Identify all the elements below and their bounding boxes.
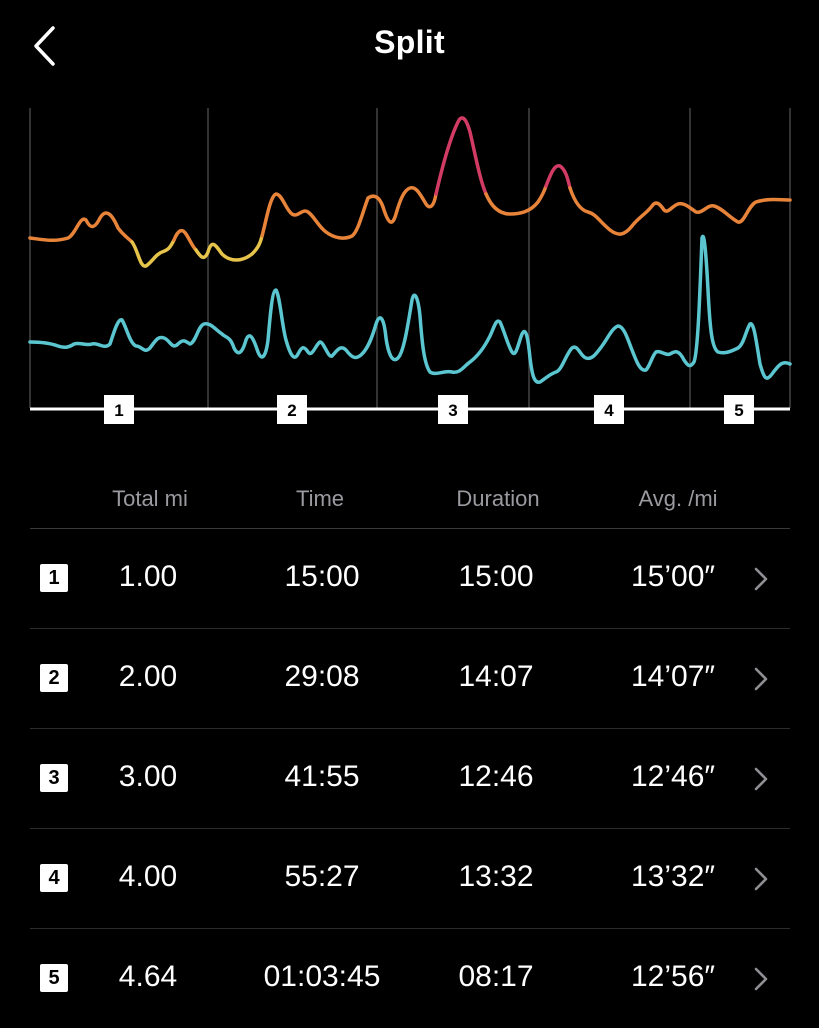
chevron-right-icon [754, 567, 768, 591]
lap-badge: 2 [40, 664, 68, 692]
header-avg-pace: Avg. /mi [638, 486, 718, 511]
split-row-5[interactable]: 5 4.64 01:03:45 08:17 12’56″ [30, 929, 790, 1028]
pace-segment-orange-d [484, 184, 548, 216]
lap-marker-4: 4 [594, 395, 624, 424]
splits-table-header: Total mi Time Duration Avg. /mi [30, 478, 790, 529]
split-duration: 15:00 [458, 560, 534, 593]
chevron-right-icon [754, 967, 768, 991]
split-row-4[interactable]: 4 4.00 55:27 13:32 13’32″ [30, 829, 790, 929]
lap-marker-1-label: 1 [114, 401, 123, 420]
splits-table: 1 1.00 15:00 15:00 15’00″ 2 2.00 29:08 1… [30, 529, 790, 1028]
pace-segment-orange-c [260, 185, 438, 240]
lap-marker-1: 1 [104, 395, 134, 424]
split-duration: 08:17 [458, 960, 534, 993]
page-title: Split [374, 24, 445, 60]
split-row-3[interactable]: 3 3.00 41:55 12:46 12’46″ [30, 729, 790, 829]
avg-pace: 12’56″ [630, 960, 716, 993]
pace-line [28, 116, 792, 268]
heart-rate-line [28, 234, 792, 384]
lap-marker-3-label: 3 [448, 401, 457, 420]
elapsed-time: 41:55 [284, 760, 360, 793]
lap-marker-2: 2 [277, 395, 307, 424]
chevron-right-icon [754, 867, 768, 891]
lap-marker-5-label: 5 [734, 401, 743, 420]
lap-badge: 1 [40, 564, 68, 592]
total-distance: 2.00 [118, 660, 178, 693]
elapsed-time: 15:00 [284, 560, 360, 593]
header-total-mi: Total mi [112, 486, 188, 511]
avg-pace: 14’07″ [630, 660, 716, 693]
split-row-1[interactable]: 1 1.00 15:00 15:00 15’00″ [30, 529, 790, 629]
back-button[interactable] [22, 20, 66, 72]
lap-marker-3: 3 [438, 395, 468, 424]
elapsed-time: 01:03:45 [263, 960, 381, 993]
pace-segment-orange-e [568, 186, 792, 236]
avg-pace: 15’00″ [630, 560, 716, 593]
lap-markers: 1 2 3 4 5 [104, 395, 754, 424]
header-time: Time [295, 486, 345, 511]
elapsed-time: 55:27 [284, 860, 360, 893]
pace-segment-pink-a [434, 116, 488, 196]
header-bar: Split [0, 0, 819, 95]
lap-marker-4-label: 4 [604, 401, 614, 420]
lap-badge: 4 [40, 864, 68, 892]
lap-badge: 3 [40, 764, 68, 792]
pace-segment-yellow-b [194, 234, 264, 262]
lap-marker-5: 5 [724, 395, 754, 424]
avg-pace: 12’46″ [630, 760, 716, 793]
total-distance: 3.00 [118, 760, 178, 793]
pace-segment-orange-b [172, 228, 198, 252]
total-distance: 4.64 [118, 960, 178, 993]
lap-dividers [29, 108, 791, 408]
total-distance: 1.00 [118, 560, 178, 593]
split-duration: 13:32 [458, 860, 534, 893]
lap-marker-2-label: 2 [287, 401, 296, 420]
lap-badge: 5 [40, 964, 68, 992]
pace-segment-orange-a [28, 211, 134, 244]
chevron-left-icon [34, 26, 55, 66]
elapsed-time: 29:08 [284, 660, 360, 693]
pace-segment-yellow-a [130, 238, 176, 268]
header-duration: Duration [456, 486, 540, 511]
split-chart: 1 2 3 4 5 [28, 108, 792, 424]
total-distance: 4.00 [118, 860, 178, 893]
split-duration: 14:07 [458, 660, 534, 693]
chevron-right-icon [754, 667, 768, 691]
chevron-right-icon [754, 767, 768, 791]
avg-pace: 13’32″ [630, 860, 716, 893]
split-duration: 12:46 [458, 760, 534, 793]
split-row-2[interactable]: 2 2.00 29:08 14:07 14’07″ [30, 629, 790, 729]
pace-segment-pink-b [544, 164, 572, 190]
